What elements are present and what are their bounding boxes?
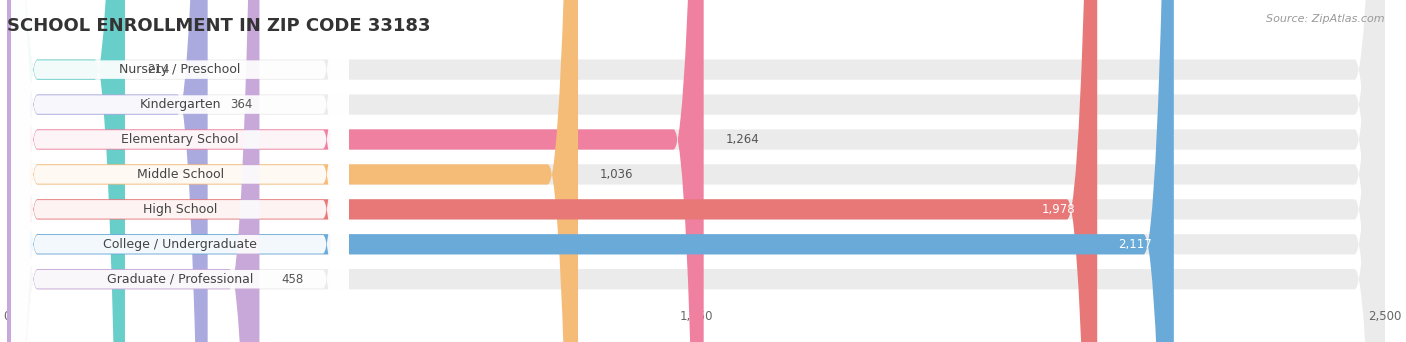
Text: 1,036: 1,036 <box>600 168 634 181</box>
FancyBboxPatch shape <box>7 0 1385 342</box>
Text: 1,978: 1,978 <box>1042 203 1076 216</box>
Text: Elementary School: Elementary School <box>121 133 239 146</box>
Text: Source: ZipAtlas.com: Source: ZipAtlas.com <box>1267 14 1385 24</box>
Text: SCHOOL ENROLLMENT IN ZIP CODE 33183: SCHOOL ENROLLMENT IN ZIP CODE 33183 <box>7 16 430 35</box>
FancyBboxPatch shape <box>7 0 260 342</box>
Text: Nursery / Preschool: Nursery / Preschool <box>120 63 240 76</box>
FancyBboxPatch shape <box>7 0 1385 342</box>
Text: College / Undergraduate: College / Undergraduate <box>103 238 257 251</box>
FancyBboxPatch shape <box>11 0 349 342</box>
Text: High School: High School <box>143 203 218 216</box>
FancyBboxPatch shape <box>11 0 349 342</box>
FancyBboxPatch shape <box>11 0 349 342</box>
FancyBboxPatch shape <box>7 0 125 342</box>
FancyBboxPatch shape <box>11 0 349 342</box>
FancyBboxPatch shape <box>7 0 1174 342</box>
FancyBboxPatch shape <box>11 0 349 342</box>
FancyBboxPatch shape <box>7 0 1097 342</box>
Text: Graduate / Professional: Graduate / Professional <box>107 273 253 286</box>
FancyBboxPatch shape <box>7 0 1385 342</box>
Text: 364: 364 <box>229 98 252 111</box>
Text: 2,117: 2,117 <box>1118 238 1152 251</box>
FancyBboxPatch shape <box>7 0 1385 342</box>
Text: Kindergarten: Kindergarten <box>139 98 221 111</box>
FancyBboxPatch shape <box>7 0 1385 342</box>
Text: 458: 458 <box>281 273 304 286</box>
FancyBboxPatch shape <box>7 0 208 342</box>
FancyBboxPatch shape <box>7 0 578 342</box>
FancyBboxPatch shape <box>11 0 349 342</box>
Text: 214: 214 <box>148 63 170 76</box>
FancyBboxPatch shape <box>11 0 349 342</box>
Text: 1,264: 1,264 <box>725 133 759 146</box>
FancyBboxPatch shape <box>7 0 1385 342</box>
Text: Middle School: Middle School <box>136 168 224 181</box>
FancyBboxPatch shape <box>7 0 703 342</box>
FancyBboxPatch shape <box>7 0 1385 342</box>
